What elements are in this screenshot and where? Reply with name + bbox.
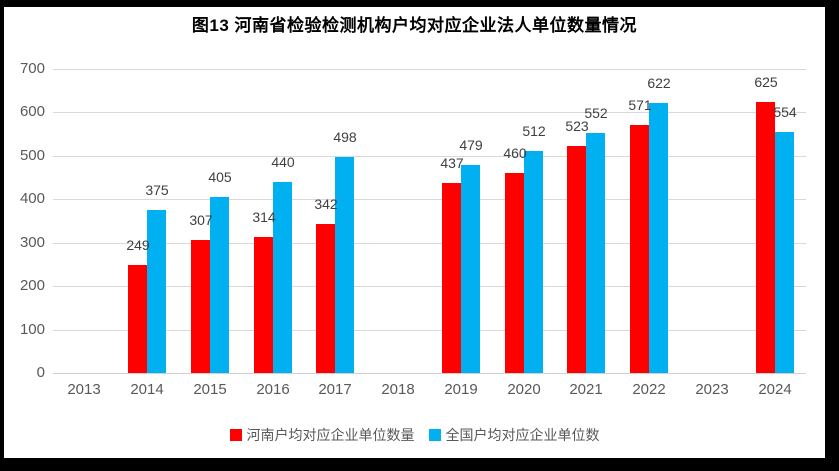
legend-label: 河南户均对应企业单位数量	[246, 427, 415, 443]
y-tick-label: 0	[36, 364, 45, 381]
bar-national-2015	[210, 197, 229, 373]
x-tick-label: 2015	[193, 381, 227, 398]
y-tick-label: 700	[19, 60, 45, 77]
bar-label-henan-2021: 523	[565, 118, 589, 134]
bar-henan-2020	[505, 173, 524, 373]
bar-label-henan-2015: 307	[189, 212, 213, 228]
gridline	[53, 199, 806, 200]
bar-label-national-2017: 498	[333, 129, 357, 145]
x-tick-label: 2022	[632, 381, 666, 398]
bar-national-2016	[273, 182, 292, 373]
bar-henan-2019	[442, 183, 461, 373]
y-tick-label: 300	[19, 234, 45, 251]
legend-swatch-henan	[229, 429, 242, 441]
gridline	[53, 69, 806, 70]
bar-national-2019	[461, 165, 480, 373]
legend: 河南户均对应企业单位数量 全国户均对应企业单位数	[4, 425, 825, 445]
bar-label-henan-2020: 460	[503, 145, 527, 161]
bar-label-national-2021: 552	[584, 105, 608, 121]
bar-national-2014	[147, 210, 166, 373]
bar-label-national-2016: 440	[271, 154, 295, 170]
legend-label: 全国户均对应企业单位数	[445, 427, 600, 443]
bar-henan-2022	[630, 125, 649, 373]
x-tick-label: 2017	[318, 381, 352, 398]
bar-label-henan-2024: 625	[754, 74, 778, 90]
bar-label-national-2019: 479	[459, 137, 483, 153]
bar-label-henan-2014: 249	[126, 237, 150, 253]
bar-label-national-2024: 554	[773, 104, 797, 120]
x-tick-label: 2021	[569, 381, 603, 398]
legend-swatch-national	[428, 429, 441, 441]
bar-label-henan-2016: 314	[252, 209, 276, 225]
bar-national-2020	[524, 151, 543, 373]
y-tick-label: 500	[19, 147, 45, 164]
bar-henan-2021	[567, 146, 586, 373]
bar-henan-2015	[191, 240, 210, 373]
bar-label-henan-2019: 437	[440, 155, 464, 171]
gridline	[53, 286, 806, 287]
x-tick-label: 2020	[507, 381, 541, 398]
gridline	[53, 156, 806, 157]
x-axis-line	[53, 373, 806, 374]
bar-label-national-2022: 622	[647, 75, 671, 91]
chart-card: 图13 河南省检验检测机构户均对应企业法人单位数量情况 河南户均对应企业单位数量…	[4, 7, 825, 458]
x-tick-label: 2024	[758, 381, 792, 398]
bar-label-national-2020: 512	[522, 123, 546, 139]
bar-henan-2024	[756, 102, 775, 373]
x-tick-label: 2023	[695, 381, 729, 398]
bar-national-2021	[586, 133, 605, 373]
y-tick-label: 200	[19, 277, 45, 294]
bar-national-2022	[649, 103, 668, 373]
x-tick-label: 2013	[67, 381, 101, 398]
y-tick-label: 400	[19, 190, 45, 207]
chart-title: 图13 河南省检验检测机构户均对应企业法人单位数量情况	[191, 16, 638, 35]
x-tick-label: 2018	[381, 381, 415, 398]
bar-henan-2017	[316, 224, 335, 373]
legend-item-national: 全国户均对应企业单位数	[428, 425, 600, 445]
x-tick-label: 2019	[444, 381, 478, 398]
bar-label-national-2015: 405	[208, 169, 232, 185]
bar-label-henan-2017: 342	[314, 196, 338, 212]
legend-item-henan: 河南户均对应企业单位数量	[229, 425, 415, 445]
y-tick-label: 600	[19, 103, 45, 120]
x-tick-label: 2014	[130, 381, 164, 398]
bar-national-2017	[335, 157, 354, 373]
y-tick-label: 100	[19, 321, 45, 338]
gridline	[53, 243, 806, 244]
gridline	[53, 112, 806, 113]
bar-label-henan-2022: 571	[628, 97, 652, 113]
bar-label-national-2014: 375	[145, 182, 169, 198]
bar-national-2024	[775, 132, 794, 373]
bar-henan-2014	[128, 265, 147, 373]
bar-henan-2016	[254, 237, 273, 373]
x-tick-label: 2016	[256, 381, 290, 398]
gridline	[53, 330, 806, 331]
